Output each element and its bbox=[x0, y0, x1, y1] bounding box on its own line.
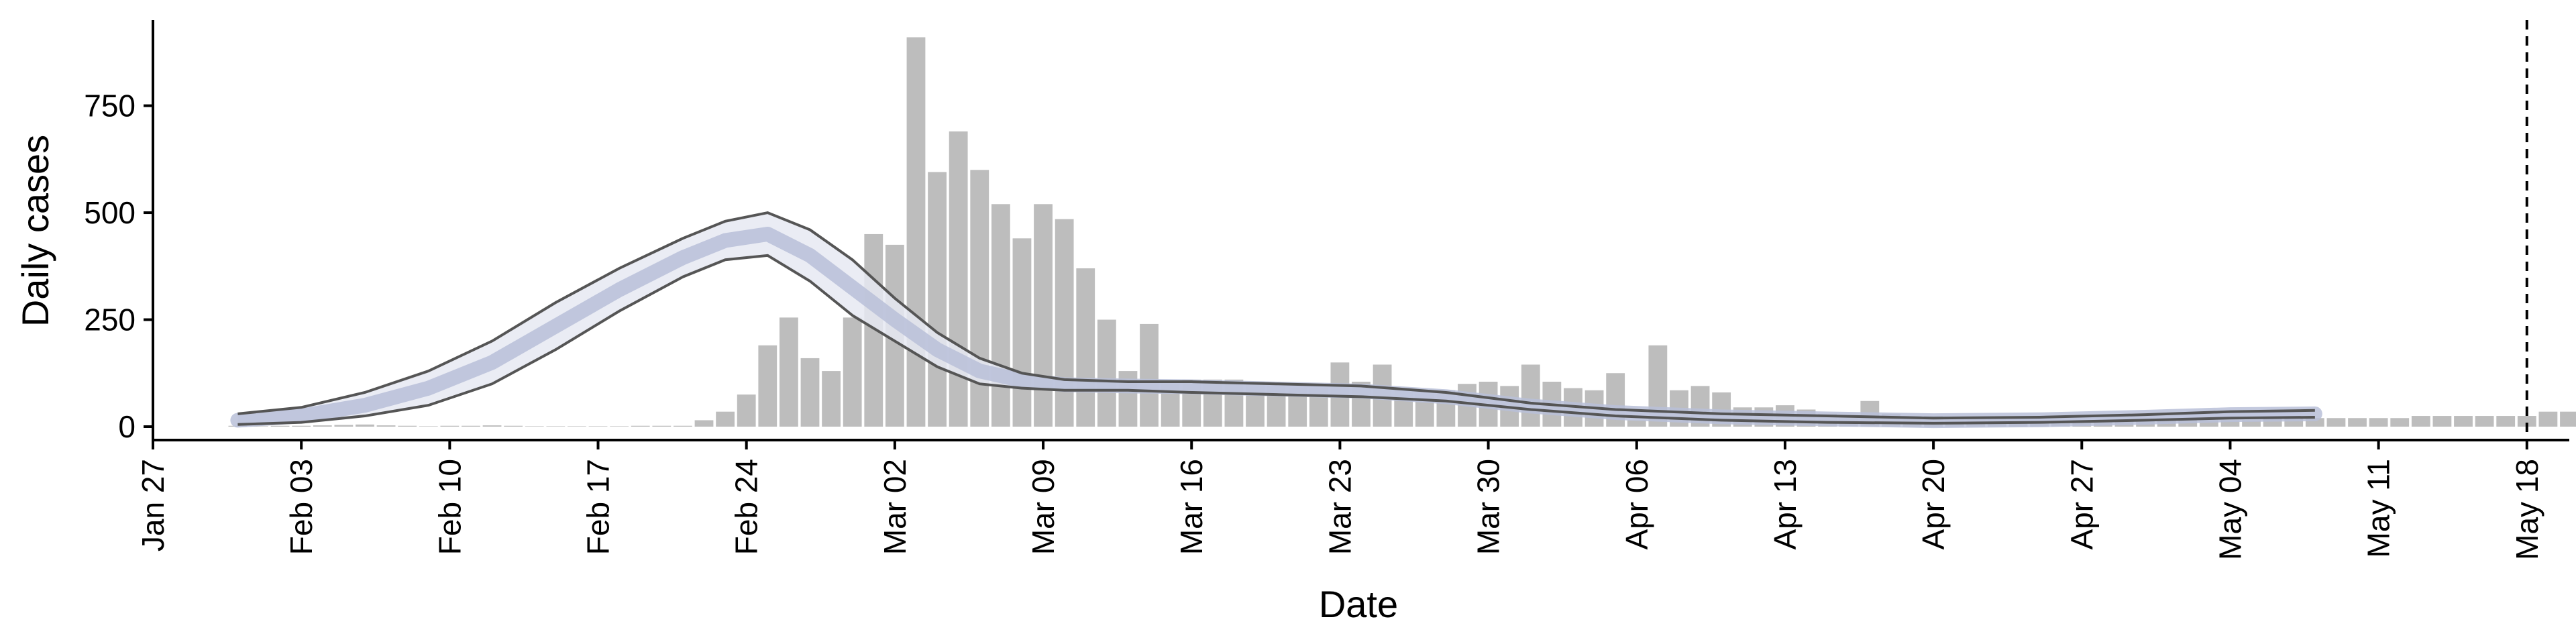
bar bbox=[1140, 323, 1159, 427]
bar bbox=[737, 394, 756, 427]
bar bbox=[928, 172, 947, 427]
bar bbox=[2496, 416, 2516, 427]
bar bbox=[949, 131, 968, 427]
x-tick-label: Mar 09 bbox=[1026, 459, 1061, 555]
bar bbox=[2178, 420, 2198, 427]
x-tick-label: Feb 03 bbox=[284, 459, 319, 555]
bar bbox=[504, 425, 523, 427]
x-tick-label: Mar 23 bbox=[1322, 459, 1357, 555]
bar bbox=[674, 425, 692, 427]
y-tick-label: 500 bbox=[84, 195, 136, 230]
bar bbox=[800, 358, 820, 427]
bar bbox=[991, 204, 1010, 427]
bar bbox=[970, 170, 989, 427]
bar bbox=[1097, 319, 1116, 427]
bar bbox=[694, 420, 714, 427]
lines-layer bbox=[237, 211, 2315, 426]
bar bbox=[568, 426, 586, 427]
bar bbox=[334, 425, 354, 427]
bar bbox=[716, 411, 735, 427]
x-tick-label: May 18 bbox=[2510, 459, 2544, 560]
bar bbox=[779, 317, 798, 427]
bar bbox=[292, 425, 311, 427]
x-tick-label: May 04 bbox=[2212, 459, 2247, 560]
y-tick-label: 750 bbox=[84, 89, 136, 123]
bar bbox=[1521, 364, 1540, 427]
x-tick-label: Apr 06 bbox=[1619, 459, 1654, 550]
x-tick-label: Feb 24 bbox=[729, 459, 764, 555]
x-axis-title: Date bbox=[1319, 583, 1398, 625]
bar bbox=[631, 425, 650, 427]
bar bbox=[2348, 418, 2367, 427]
bar bbox=[2199, 420, 2218, 427]
bar bbox=[2369, 418, 2388, 427]
bar bbox=[270, 425, 290, 427]
bar bbox=[482, 425, 502, 427]
bar bbox=[2411, 416, 2430, 427]
bar bbox=[1076, 268, 1095, 427]
bar bbox=[1034, 204, 1053, 427]
x-tick-label: May 11 bbox=[2361, 459, 2396, 557]
bar bbox=[440, 425, 460, 427]
bar bbox=[758, 345, 777, 427]
bar bbox=[376, 425, 396, 427]
bar bbox=[2242, 420, 2261, 427]
bar bbox=[2220, 420, 2240, 427]
bar bbox=[652, 425, 672, 427]
bar bbox=[2454, 416, 2473, 427]
bar bbox=[588, 426, 608, 427]
central-estimate-ribbon bbox=[230, 226, 2322, 429]
bar bbox=[250, 426, 268, 427]
y-tick-label: 250 bbox=[84, 303, 136, 337]
upper-bound-line bbox=[237, 211, 2315, 420]
bar bbox=[462, 425, 480, 427]
bars-layer bbox=[228, 37, 2576, 427]
bar bbox=[313, 425, 332, 427]
bar bbox=[546, 426, 566, 427]
x-tick-label: Apr 20 bbox=[1916, 459, 1951, 550]
x-tick-label: Feb 17 bbox=[581, 459, 616, 555]
y-tick-label: 0 bbox=[118, 409, 136, 444]
x-tick-label: Feb 10 bbox=[432, 459, 467, 555]
axes-layer: 0 250 500 750 Jan 27 Feb 03 Feb 10 Feb 17 Feb 24… bbox=[84, 20, 2569, 560]
bar bbox=[398, 425, 417, 427]
y-axis-title: Daily cases bbox=[14, 135, 56, 327]
x-tick-label: Mar 02 bbox=[877, 459, 912, 555]
bar bbox=[1627, 420, 1646, 427]
bar bbox=[2432, 416, 2452, 427]
bar bbox=[2538, 411, 2558, 427]
bar bbox=[2560, 411, 2576, 427]
bar bbox=[843, 317, 862, 427]
bar bbox=[2475, 416, 2494, 427]
bar bbox=[822, 371, 841, 427]
bar bbox=[419, 426, 438, 427]
bar bbox=[1055, 219, 1074, 427]
bar bbox=[610, 426, 629, 427]
bar bbox=[2517, 416, 2536, 427]
bar bbox=[1012, 238, 1032, 427]
lower-bound-line bbox=[237, 254, 2315, 426]
bar bbox=[2390, 418, 2410, 427]
x-tick-label: Mar 16 bbox=[1174, 459, 1209, 555]
bar bbox=[2326, 418, 2346, 427]
bar bbox=[906, 37, 926, 427]
band-layer bbox=[230, 213, 2322, 429]
bar bbox=[356, 424, 374, 427]
x-tick-label: Apr 27 bbox=[2064, 459, 2099, 550]
x-tick-label: Apr 13 bbox=[1768, 459, 1803, 550]
x-tick-label: Mar 30 bbox=[1471, 459, 1506, 555]
bar bbox=[525, 426, 544, 427]
x-tick-label: Jan 27 bbox=[136, 459, 170, 551]
